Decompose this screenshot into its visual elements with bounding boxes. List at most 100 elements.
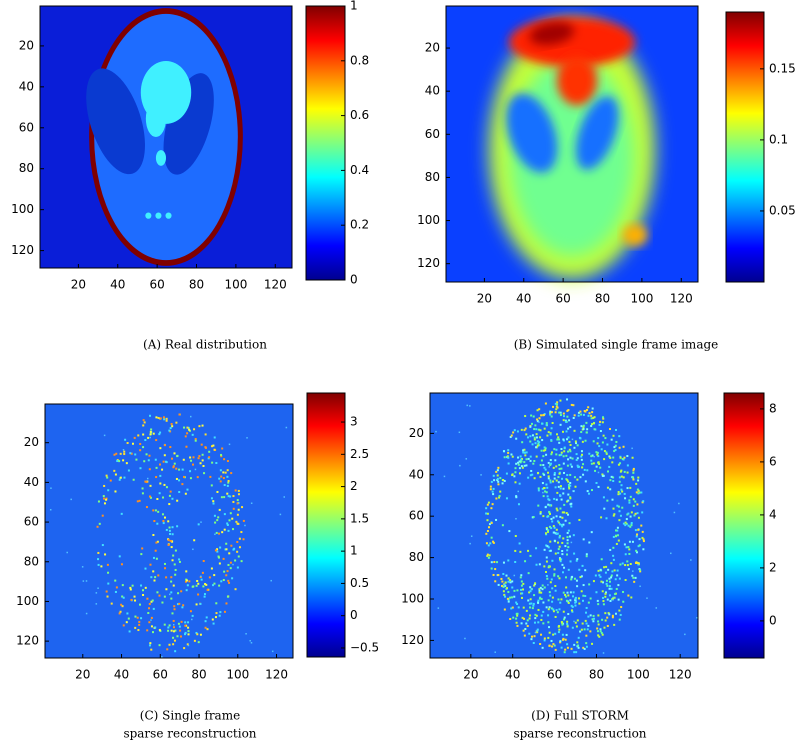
speckle: [189, 456, 192, 459]
speckle: [459, 464, 461, 467]
speckle: [130, 598, 133, 601]
speckle: [541, 584, 544, 587]
speckle: [589, 630, 592, 633]
speckle: [182, 604, 185, 607]
speckle: [617, 584, 620, 587]
speckle: [527, 476, 530, 479]
speckle: [567, 513, 570, 516]
speckle: [595, 481, 598, 484]
speckle: [121, 595, 124, 598]
x-tick-label: 100: [226, 668, 249, 682]
speckle: [573, 429, 576, 432]
speckle: [140, 553, 143, 556]
speckle: [178, 479, 181, 482]
speckle: [616, 534, 619, 537]
phantom-spot: [145, 212, 152, 219]
speckle: [619, 613, 622, 616]
speckle: [568, 419, 571, 422]
speckle: [97, 558, 100, 561]
speckle: [159, 431, 162, 434]
x-tick-label: 100: [627, 668, 650, 682]
speckle: [567, 594, 570, 597]
speckle: [527, 599, 530, 602]
speckle: [549, 412, 552, 415]
speckle: [171, 612, 174, 615]
speckle: [226, 523, 229, 526]
speckle: [145, 453, 148, 456]
x-tick-label: 60: [556, 292, 571, 306]
speckle: [558, 536, 561, 539]
speckle: [599, 420, 602, 423]
speckle: [101, 514, 104, 517]
speckle: [517, 503, 520, 506]
speckle: [486, 554, 489, 557]
speckle: [543, 446, 546, 449]
speckle: [558, 463, 561, 466]
speckle: [217, 555, 220, 558]
speckle: [580, 458, 583, 461]
speckle: [610, 475, 613, 478]
speckle: [188, 428, 191, 431]
speckle: [599, 575, 602, 578]
speckle: [567, 450, 570, 453]
speckle: [437, 607, 440, 609]
speckle: [541, 487, 544, 490]
speckle: [557, 575, 560, 578]
speckle: [139, 467, 142, 470]
speckle: [566, 643, 569, 646]
speckle: [176, 635, 179, 638]
speckle: [605, 591, 608, 594]
speckle: [588, 412, 591, 415]
speckle: [598, 635, 601, 638]
speckle: [558, 411, 561, 414]
speckle: [497, 574, 500, 577]
speckle: [614, 534, 617, 537]
speckle: [510, 453, 513, 456]
speckle: [580, 450, 583, 453]
speckle: [601, 596, 604, 599]
speckle: [180, 620, 183, 623]
speckle: [166, 648, 169, 651]
speckle: [540, 414, 543, 417]
speckle: [203, 593, 206, 596]
speckle: [116, 459, 119, 462]
speckle: [624, 564, 627, 567]
speckle: [616, 504, 619, 507]
speckle: [631, 540, 634, 543]
speckle: [542, 472, 545, 475]
speckle: [534, 617, 537, 620]
speckle: [549, 463, 552, 466]
speckle: [618, 435, 621, 438]
speckle: [588, 583, 591, 586]
speckle: [585, 634, 588, 637]
speckle: [515, 462, 518, 465]
speckle: [548, 606, 551, 609]
speckle: [171, 533, 174, 536]
speckle: [201, 571, 204, 574]
speckle: [126, 442, 129, 445]
speckle: [148, 621, 151, 624]
speckle: [533, 635, 536, 638]
speckle: [562, 455, 565, 458]
speckle: [529, 455, 532, 458]
speckle: [435, 430, 437, 433]
speckle: [136, 500, 139, 503]
speckle: [585, 606, 588, 609]
speckle: [624, 497, 627, 500]
speckle: [583, 468, 586, 471]
y-tick-label: 40: [24, 475, 39, 489]
speckle: [559, 558, 562, 561]
speckle: [580, 575, 583, 578]
speckle: [168, 494, 171, 497]
speckle: [543, 473, 546, 476]
speckle: [621, 562, 624, 565]
speckle: [529, 425, 532, 428]
speckle: [561, 633, 564, 636]
colorbar-tick-label: 0: [350, 608, 358, 622]
speckle: [138, 603, 141, 606]
speckle: [635, 482, 638, 485]
speckle: [556, 403, 559, 406]
speckle: [563, 651, 566, 654]
speckle: [556, 438, 559, 441]
speckle: [226, 475, 229, 478]
